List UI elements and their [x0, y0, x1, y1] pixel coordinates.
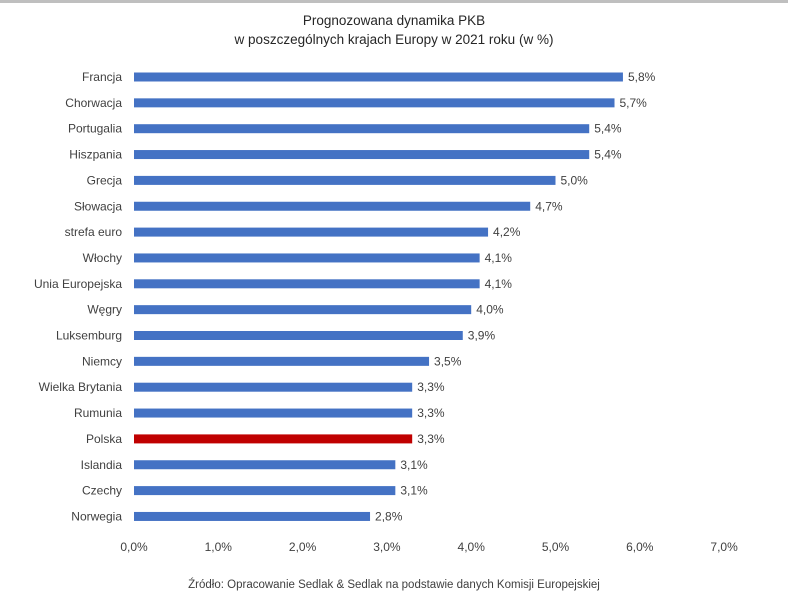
data-label: 3,5% — [434, 354, 462, 368]
bar — [134, 227, 489, 237]
data-label: 5,0% — [561, 173, 589, 187]
x-tick-label: 7,0% — [710, 540, 738, 554]
bar — [134, 486, 396, 496]
bar — [134, 175, 556, 185]
bar — [134, 382, 413, 392]
category-label: Chorwacja — [65, 96, 122, 110]
bar — [134, 98, 615, 108]
bar — [134, 124, 590, 134]
data-label: 5,7% — [620, 96, 648, 110]
data-label: 3,9% — [468, 329, 496, 343]
x-tick-label: 1,0% — [205, 540, 233, 554]
chart-title-line-2: w poszczególnych krajach Europy w 2021 r… — [234, 32, 554, 47]
category-label: Czechy — [82, 484, 122, 498]
bar — [134, 201, 531, 211]
category-label: Luksemburg — [56, 329, 122, 343]
top-rule — [0, 0, 788, 3]
bar — [134, 331, 463, 340]
bar — [134, 305, 472, 315]
data-label: 4,7% — [535, 199, 563, 213]
chart-title-line-1: Prognozowana dynamika PKB — [302, 13, 486, 28]
data-label: 4,1% — [485, 277, 513, 291]
data-label: 4,1% — [485, 251, 513, 265]
category-label: Norwegia — [71, 509, 122, 523]
bar — [134, 511, 371, 521]
bar — [134, 434, 413, 444]
data-label: 5,4% — [594, 148, 622, 162]
category-label: Portugalia — [68, 122, 122, 136]
x-tick-label: 5,0% — [542, 540, 570, 554]
bar — [134, 253, 480, 263]
data-label: 3,3% — [417, 432, 445, 446]
category-label: Niemcy — [82, 354, 122, 368]
bar — [134, 279, 480, 289]
category-label: Rumunia — [74, 406, 122, 420]
data-label: 3,1% — [400, 458, 428, 472]
x-tick-label: 4,0% — [458, 540, 486, 554]
source-note: Źródło: Opracowanie Sedlak & Sedlak na p… — [188, 579, 600, 591]
category-label: Polska — [86, 432, 122, 446]
category-label: Węgry — [87, 303, 122, 317]
bar — [134, 356, 430, 366]
data-label: 2,8% — [375, 509, 403, 523]
data-label: 5,4% — [594, 122, 622, 136]
x-tick-label: 6,0% — [626, 540, 654, 554]
category-label: strefa euro — [65, 225, 123, 239]
bar — [134, 408, 413, 418]
category-label: Unia Europejska — [34, 277, 122, 291]
x-tick-label: 3,0% — [373, 540, 401, 554]
data-label: 3,3% — [417, 380, 445, 394]
data-label: 4,0% — [476, 303, 504, 317]
category-label: Francja — [82, 70, 122, 84]
data-label: 3,1% — [400, 484, 428, 498]
chart-title: Prognozowana dynamika PKB w poszczególny… — [0, 11, 788, 49]
category-label: Grecja — [87, 173, 123, 187]
category-label: Islandia — [81, 458, 123, 472]
data-label: 3,3% — [417, 406, 445, 420]
data-label: 4,2% — [493, 225, 521, 239]
x-tick-label: 2,0% — [289, 540, 317, 554]
category-label: Hiszpania — [69, 148, 122, 162]
category-label: Włochy — [83, 251, 122, 265]
bar — [134, 72, 623, 82]
x-tick-label: 0,0% — [120, 540, 148, 554]
category-label: Wielka Brytania — [39, 380, 123, 394]
bar — [134, 150, 590, 160]
category-label: Słowacja — [74, 199, 122, 213]
bar — [134, 460, 396, 470]
data-label: 5,8% — [628, 70, 656, 84]
